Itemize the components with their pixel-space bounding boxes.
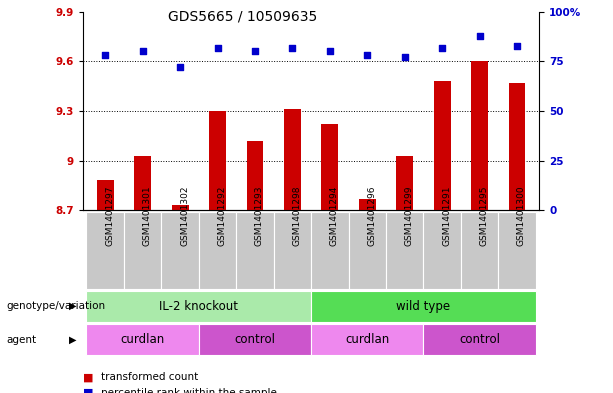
Bar: [199, 212, 236, 289]
Bar: [311, 212, 349, 289]
Point: [400, 54, 409, 61]
Text: GSM1401294: GSM1401294: [330, 186, 339, 246]
Bar: [321, 124, 338, 210]
Text: curdlan: curdlan: [345, 333, 389, 346]
Bar: [246, 141, 264, 210]
Bar: [509, 83, 525, 210]
Text: IL-2 knockout: IL-2 knockout: [159, 299, 238, 313]
Text: ■: ■: [83, 388, 93, 393]
Bar: [424, 324, 536, 355]
Bar: [199, 324, 311, 355]
Text: GSM1401295: GSM1401295: [479, 186, 489, 246]
Text: GSM1401291: GSM1401291: [442, 186, 451, 246]
Text: GSM1401298: GSM1401298: [292, 186, 302, 246]
Point: [474, 33, 484, 39]
Bar: [461, 212, 498, 289]
Text: control: control: [234, 333, 275, 346]
Bar: [134, 156, 151, 210]
Text: percentile rank within the sample: percentile rank within the sample: [101, 388, 277, 393]
Bar: [311, 291, 536, 321]
Text: agent: agent: [6, 334, 36, 345]
Text: GSM1401296: GSM1401296: [367, 186, 376, 246]
Point: [325, 48, 335, 55]
Bar: [124, 212, 161, 289]
Bar: [86, 291, 311, 321]
Point: [101, 52, 110, 59]
Bar: [433, 81, 451, 210]
Text: GSM1401301: GSM1401301: [143, 186, 151, 246]
Bar: [236, 212, 273, 289]
Text: curdlan: curdlan: [121, 333, 165, 346]
Text: control: control: [459, 333, 500, 346]
Text: GDS5665 / 10509635: GDS5665 / 10509635: [168, 10, 317, 24]
Point: [362, 52, 372, 59]
Point: [287, 44, 297, 51]
Bar: [97, 180, 113, 210]
Bar: [284, 109, 301, 210]
Bar: [86, 212, 124, 289]
Bar: [359, 199, 376, 210]
Bar: [161, 212, 199, 289]
Point: [138, 48, 148, 55]
Text: GSM1401293: GSM1401293: [255, 186, 264, 246]
Text: GSM1401302: GSM1401302: [180, 186, 189, 246]
Text: ▶: ▶: [69, 334, 77, 345]
Bar: [86, 324, 199, 355]
Bar: [396, 156, 413, 210]
Text: ■: ■: [83, 372, 93, 382]
Text: GSM1401300: GSM1401300: [517, 186, 526, 246]
Text: genotype/variation: genotype/variation: [6, 301, 105, 311]
Point: [512, 42, 522, 49]
Bar: [498, 212, 536, 289]
Bar: [209, 111, 226, 210]
Text: ▶: ▶: [69, 301, 77, 311]
Bar: [386, 212, 424, 289]
Text: wild type: wild type: [397, 299, 451, 313]
Text: GSM1401299: GSM1401299: [405, 186, 414, 246]
Bar: [349, 212, 386, 289]
Bar: [172, 205, 189, 210]
Text: GSM1401292: GSM1401292: [218, 186, 227, 246]
Bar: [471, 61, 488, 210]
Point: [437, 44, 447, 51]
Bar: [311, 324, 424, 355]
Point: [213, 44, 223, 51]
Point: [175, 64, 185, 70]
Bar: [273, 212, 311, 289]
Text: GSM1401297: GSM1401297: [105, 186, 114, 246]
Bar: [424, 212, 461, 289]
Text: transformed count: transformed count: [101, 372, 199, 382]
Point: [250, 48, 260, 55]
